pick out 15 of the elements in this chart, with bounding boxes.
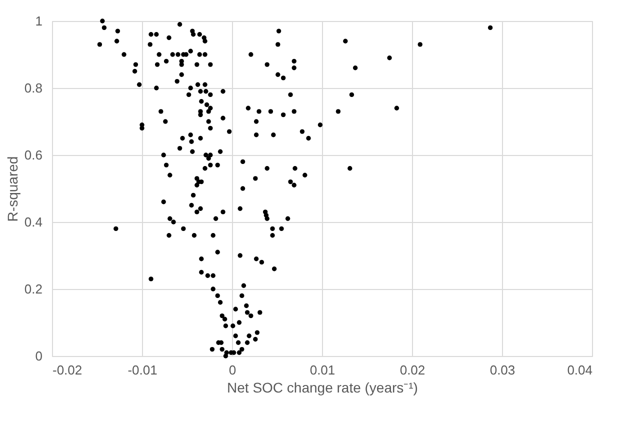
y-axis-title: R-squared	[4, 156, 20, 222]
y-tick-label: 0.2	[24, 282, 42, 296]
x-tick-label: 0.01	[310, 362, 336, 378]
y-tick-label: 0.4	[24, 214, 42, 230]
x-axis-title: Net SOC change rate (years⁻¹)	[227, 380, 418, 396]
x-tick-label: -0.01	[128, 362, 158, 378]
y-tick-label: 0	[35, 348, 42, 364]
y-tick-label: 0.6	[24, 148, 42, 162]
x-tick-label: -0.02	[52, 362, 82, 378]
x-tick-label: 0	[228, 362, 236, 378]
x-tick-label: 0.03	[490, 362, 516, 378]
y-tick-label: 0.8	[24, 80, 42, 96]
x-tick-label: 0.04	[567, 362, 592, 378]
y-tick-label: 1	[35, 14, 42, 28]
x-tick-label: 0.02	[400, 362, 426, 378]
